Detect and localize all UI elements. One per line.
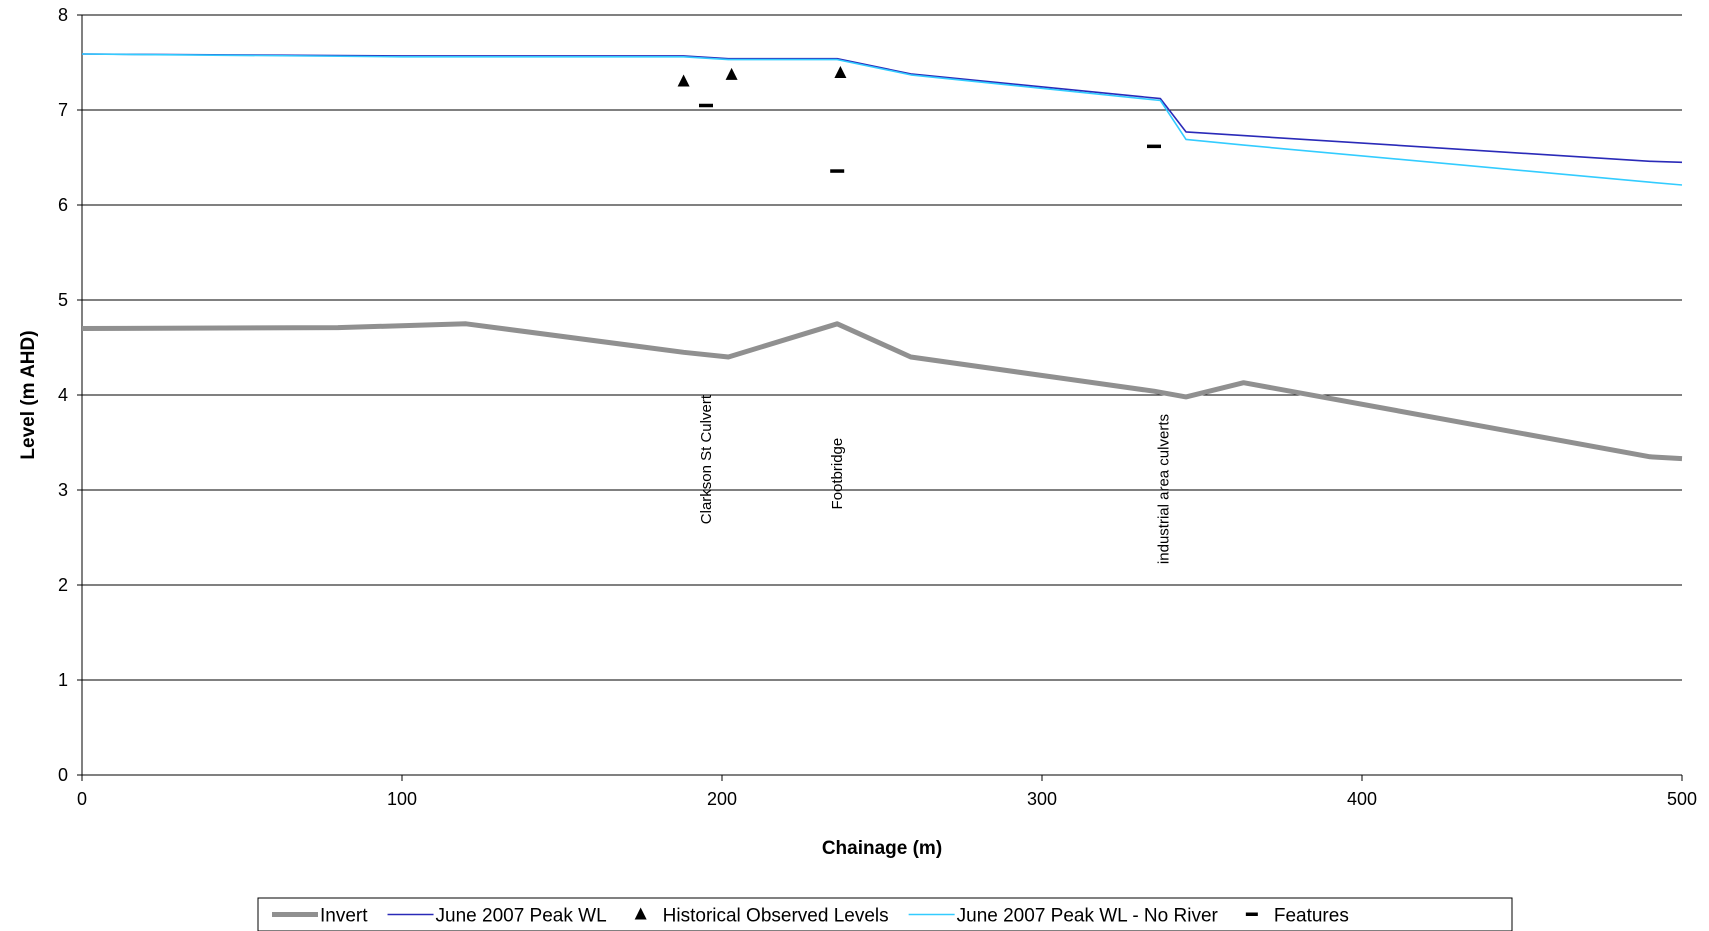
feature-marker bbox=[830, 169, 845, 173]
series-line-invert bbox=[81, 321, 1683, 462]
y-tick-label-1: 1 bbox=[58, 670, 68, 690]
x-tick-label-100: 100 bbox=[387, 789, 417, 809]
feature-marker bbox=[1147, 144, 1161, 149]
legend-label-features: Features bbox=[1274, 906, 1349, 927]
series-line-june-2007-peak-wl-no-river bbox=[81, 53, 1683, 186]
x-axis-title: Chainage (m) bbox=[822, 838, 942, 859]
feature-marker bbox=[699, 103, 713, 108]
y-tick-label-4: 4 bbox=[58, 385, 68, 405]
legend-label-historical-observed-levels: Historical Observed Levels bbox=[663, 906, 889, 927]
y-tick-label-3: 3 bbox=[58, 480, 68, 500]
annotations: Clarkson St Culvert Footbridge industrial … bbox=[698, 394, 1173, 564]
observed-level-marker bbox=[834, 65, 847, 78]
y-axis-title: Level (m AHD) bbox=[18, 330, 39, 459]
legend-box bbox=[257, 897, 1513, 931]
series-line-june-2007-peak-wl bbox=[81, 53, 1683, 164]
annotation-industrial-area-culverts: industrial area culverts bbox=[1156, 414, 1173, 564]
y-tick-label-2: 2 bbox=[58, 575, 68, 595]
legend-swatch-features bbox=[1245, 912, 1258, 916]
x-tick-label-500: 500 bbox=[1667, 789, 1697, 809]
observed-level-marker bbox=[725, 67, 738, 80]
annotation-footbridge: Footbridge bbox=[829, 438, 846, 510]
gridlines bbox=[82, 14, 1682, 681]
x-tick-label-300: 300 bbox=[1027, 789, 1057, 809]
x-tick-label-200: 200 bbox=[707, 789, 737, 809]
y-tick-label-7: 7 bbox=[58, 100, 68, 120]
x-tick-label-400: 400 bbox=[1347, 789, 1377, 809]
legend-label-june-2007-peak-wl: June 2007 Peak WL bbox=[436, 906, 607, 927]
legend-label-invert: Invert bbox=[320, 906, 368, 927]
x-tick-label-0: 0 bbox=[77, 789, 87, 809]
y-tick-label-0: 0 bbox=[58, 765, 68, 785]
y-tick-label-8: 8 bbox=[58, 5, 68, 25]
y-tick-label-5: 5 bbox=[58, 290, 68, 310]
legend-swatch-historical-observed-levels bbox=[634, 907, 647, 920]
annotation-clarkson-st-culvert: Clarkson St Culvert bbox=[698, 394, 715, 524]
y-tick-label-6: 6 bbox=[58, 195, 68, 215]
plot-area bbox=[81, 53, 1683, 462]
legend-label-june-2007-peak-wl-no-river: June 2007 Peak WL - No River bbox=[957, 906, 1219, 927]
axes: 0 1 2 3 4 5 6 7 8 0 100 200 300 400 500 bbox=[58, 5, 1697, 809]
legend: Invert June 2007 Peak WL Historical Observ… bbox=[257, 897, 1513, 931]
observed-level-marker bbox=[677, 74, 690, 87]
